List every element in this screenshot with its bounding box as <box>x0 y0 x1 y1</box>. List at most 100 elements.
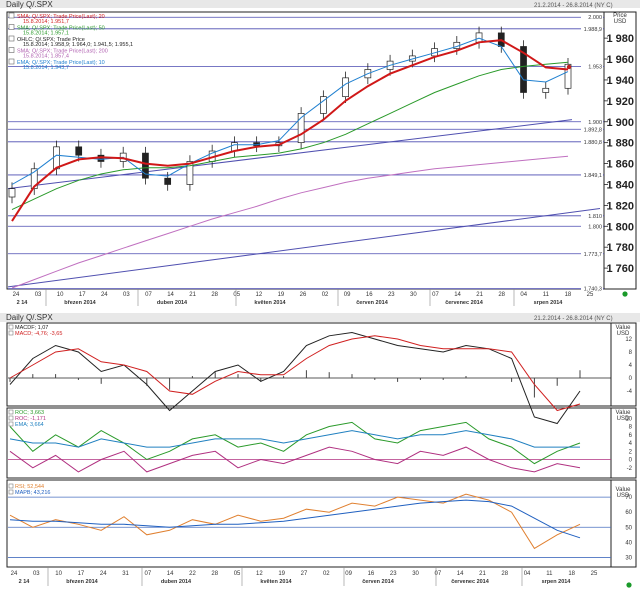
roc-tick-label: 10 <box>625 416 632 422</box>
macd-tick-label: 12 <box>625 337 632 343</box>
legend-checkbox[interactable] <box>8 58 15 65</box>
legend-title: OHLC; Q/.SPX; Trade Price <box>17 37 85 43</box>
level-label: 1.900 <box>588 120 602 126</box>
lower-time-tick-label: 25 <box>591 571 598 577</box>
rsi-tick-label: 40 <box>625 540 632 546</box>
status-dot-icon[interactable] <box>622 291 628 297</box>
macd-legend-checkbox[interactable] <box>8 330 14 336</box>
lower-month-label: červen 2014 <box>362 579 394 585</box>
rsi-tick-label: 30 <box>625 555 632 561</box>
time-tick-label: 12 <box>256 292 263 298</box>
price-tick-label: 1 920 <box>606 96 634 108</box>
time-tick-label: 11 <box>543 292 550 298</box>
level-label: 1.892,8 <box>584 127 602 133</box>
price-tick-label: 1 820 <box>606 200 634 212</box>
ohlc-bar <box>164 177 172 185</box>
rsi-legend-label: MAPB; 43,216 <box>15 490 50 496</box>
price-tick-label: 1 840 <box>606 179 634 191</box>
month-label: červen 2014 <box>356 300 388 306</box>
rsi-legend-checkbox[interactable] <box>8 489 14 495</box>
macd-axis <box>610 322 637 407</box>
time-tick-label: 04 <box>520 292 527 298</box>
price-tick-label: 1 900 <box>606 117 634 129</box>
roc-tick-label: 8 <box>629 425 633 431</box>
macd-legend-checkbox[interactable] <box>8 324 14 330</box>
level-label: 2.000 <box>588 15 602 21</box>
ohlc-bar <box>30 168 38 190</box>
ohlc-bar <box>142 152 149 179</box>
lower-time-tick-label: 17 <box>78 571 85 577</box>
roc-axis-header-1: Value <box>616 410 632 416</box>
legend-value: 15.8.2014; 1.943,7 <box>23 65 69 71</box>
sma50-line <box>11 61 569 211</box>
price-ticks: 1 760 1 780 1 800 1 820 1 840 1 860 1 880 1 900… <box>604 33 634 275</box>
rsi-axis <box>610 479 637 568</box>
lower-time-tick-label: 03 <box>33 571 40 577</box>
lower-time-tick-label: 07 <box>435 571 442 577</box>
lower-time-tick-label: 14 <box>457 571 464 577</box>
time-tick-label: 28 <box>211 292 218 298</box>
lower-time-tick-label: 05 <box>234 571 241 577</box>
lower-grid <box>8 377 611 558</box>
month-label: duben 2014 <box>157 300 188 306</box>
legend-checkbox[interactable] <box>8 24 15 30</box>
lower-time-tick-label: 07 <box>145 571 152 577</box>
time-tick-label: 03 <box>123 292 130 298</box>
time-tick-label: 24 <box>101 292 108 298</box>
rsi-axis-header-1: Value <box>616 487 632 493</box>
lower-time-tick-label: 30 <box>412 571 419 577</box>
lower-time-tick-label: 12 <box>256 571 263 577</box>
roc-legend-checkbox[interactable] <box>8 421 14 427</box>
lower-time-tick-label: 21 <box>479 571 486 577</box>
main-plot-area[interactable] <box>6 11 605 290</box>
macd-plot-area[interactable] <box>6 322 612 407</box>
time-tick-label: 14 <box>454 292 461 298</box>
level-label-bg <box>581 212 603 220</box>
status-dot-icon-lower[interactable] <box>626 582 632 588</box>
time-tick-label: 21 <box>476 292 483 298</box>
level-label-bg <box>581 118 603 126</box>
trendline-lower <box>7 208 601 288</box>
lower-time-tick-label: 24 <box>11 571 18 577</box>
legend-checkbox[interactable] <box>8 47 15 53</box>
roc-plot-area[interactable] <box>6 407 612 479</box>
rsi-legend-label: RSI; 52,544 <box>15 484 44 490</box>
legend-checkbox[interactable] <box>8 12 15 19</box>
time-tick-label: 26 <box>300 292 307 298</box>
lower-time-tick-label: 28 <box>211 571 218 577</box>
level-label: 1.988,9 <box>584 27 602 33</box>
macd-tick-label: 4 <box>629 363 633 369</box>
level-label-bg <box>581 62 603 70</box>
price-axis-header-2: USD <box>614 19 627 25</box>
time-tick-label: 02 <box>322 292 329 298</box>
ohlc-bar <box>53 146 60 170</box>
time-tick-label: 24 <box>13 292 20 298</box>
main-chart-title: Daily Q/.SPX <box>6 0 53 9</box>
moving-averages <box>11 37 569 289</box>
macd-signal-line <box>9 335 581 412</box>
legend-checkbox[interactable] <box>8 35 15 42</box>
roc-ema-line <box>9 430 580 448</box>
roc-legend-checkbox[interactable] <box>8 409 14 415</box>
main-legend: SMA; Q/.SPX; Trade Price(Last); 20 15.8.2… <box>8 12 133 71</box>
roc-line <box>9 421 581 465</box>
level-label-bg <box>581 222 603 230</box>
ohlc-bar <box>520 46 527 93</box>
macd-legend-label: MACD; -4,76; -3,65 <box>15 331 62 337</box>
roc-legend-checkbox[interactable] <box>8 415 14 421</box>
rsi-legend-checkbox[interactable] <box>8 483 14 489</box>
time-tick-label: 25 <box>587 292 594 298</box>
time-tick-label: 14 <box>167 292 174 298</box>
lower-date-range: 21.2.2014 - 26.8.2014 (NY C) <box>534 316 613 322</box>
legend-title: SMA; Q/.SPX; Trade Price(Last); 20 <box>17 14 105 20</box>
time-tick-label: 23 <box>388 292 395 298</box>
lower-time-tick-label: 18 <box>568 571 575 577</box>
level-label-bg <box>581 125 603 133</box>
time-tick-label: 19 <box>278 292 285 298</box>
rsi-plot-area[interactable] <box>6 479 612 568</box>
last-price-marker <box>566 64 572 70</box>
lower-month-label: květen 2014 <box>260 579 292 585</box>
level-label-bg <box>581 171 603 179</box>
